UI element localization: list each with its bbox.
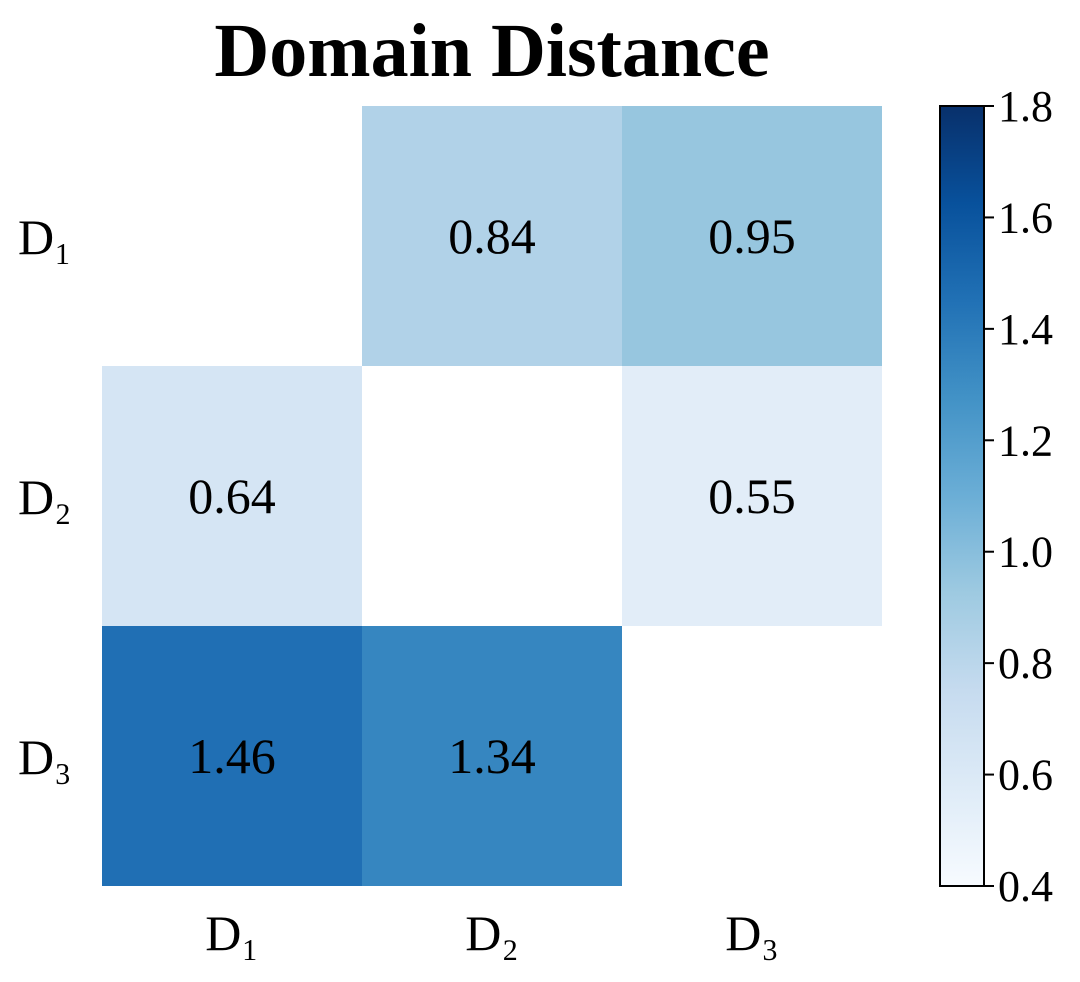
heatmap-cell <box>102 366 362 626</box>
heatmap-cell <box>622 366 882 626</box>
colorbar-gradient <box>939 105 985 887</box>
heatmap-cell <box>102 626 362 886</box>
x-axis-ticks: D₁ D₂ D₃ <box>205 905 779 961</box>
x-tick-label: D₂ <box>465 905 519 961</box>
colorbar-tick-label: 1.2 <box>998 416 1053 465</box>
colorbar-tick-label: 0.4 <box>998 862 1053 911</box>
y-tick-label: D₂ <box>18 469 72 525</box>
colorbar-tick-label: 0.8 <box>998 639 1053 688</box>
x-tick-label: D₁ <box>205 905 259 961</box>
heatmap-cell <box>622 106 882 366</box>
cell-value-label: 0.95 <box>708 208 796 264</box>
heatmap-cell <box>362 106 622 366</box>
heatmap-cell <box>362 626 622 886</box>
colorbar-tick-label: 1.8 <box>998 82 1053 131</box>
chart-title: Domain Distance <box>214 9 769 93</box>
colorbar: 0.4 0.6 0.8 1.0 1.2 1.4 1.6 1.8 <box>939 82 1053 911</box>
y-tick-label: D₃ <box>18 729 72 785</box>
colorbar-tick-label: 1.0 <box>998 528 1053 577</box>
y-tick-label: D₁ <box>18 209 72 265</box>
x-tick-label: D₃ <box>725 905 779 961</box>
cell-value-label: 0.84 <box>448 208 536 264</box>
cell-value-label: 0.55 <box>708 468 796 524</box>
cell-value-label: 0.64 <box>188 468 276 524</box>
cell-value-label: 1.34 <box>448 728 536 784</box>
colorbar-ticks: 0.4 0.6 0.8 1.0 1.2 1.4 1.6 1.8 <box>984 82 1053 911</box>
colorbar-tick-label: 1.4 <box>998 305 1053 354</box>
y-axis-ticks: D₁ D₂ D₃ <box>18 209 72 785</box>
heatmap-cell-labels: 0.84 0.95 0.64 0.55 1.46 1.34 <box>188 208 796 784</box>
cell-value-label: 1.46 <box>188 728 276 784</box>
heatmap-cells <box>102 106 882 886</box>
colorbar-tick-label: 0.6 <box>998 751 1053 800</box>
colorbar-tick-label: 1.6 <box>998 193 1053 242</box>
